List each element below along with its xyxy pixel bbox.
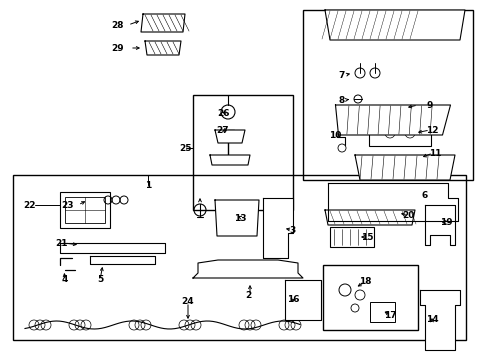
Text: 12: 12	[425, 126, 437, 135]
Bar	[13, 175, 465, 340]
Text: 1: 1	[144, 180, 151, 189]
Text: 23: 23	[61, 201, 74, 210]
Text: 13: 13	[233, 213, 246, 222]
Polygon shape	[325, 10, 464, 40]
Polygon shape	[215, 130, 244, 143]
Text: 6: 6	[421, 190, 427, 199]
Text: 2: 2	[244, 291, 251, 300]
Bar	[329, 227, 373, 247]
Text: 4: 4	[61, 275, 68, 284]
Polygon shape	[285, 280, 320, 320]
Polygon shape	[209, 155, 249, 165]
Polygon shape	[90, 256, 155, 264]
Text: 20: 20	[401, 211, 413, 220]
Text: 24: 24	[182, 297, 194, 306]
Text: 5: 5	[97, 275, 103, 284]
Polygon shape	[424, 205, 454, 245]
Bar	[368, 120, 430, 146]
Text: 11: 11	[428, 149, 440, 158]
Polygon shape	[263, 198, 292, 258]
Polygon shape	[215, 200, 259, 236]
Text: 7: 7	[338, 71, 345, 80]
Text: 9: 9	[426, 100, 432, 109]
Polygon shape	[419, 290, 459, 350]
Polygon shape	[145, 41, 181, 55]
Text: 26: 26	[216, 108, 229, 117]
Text: 16: 16	[286, 296, 299, 305]
Text: 10: 10	[328, 131, 341, 140]
Text: 19: 19	[439, 217, 451, 226]
Text: 29: 29	[111, 44, 124, 53]
Text: 27: 27	[216, 126, 229, 135]
Polygon shape	[325, 210, 414, 225]
Polygon shape	[60, 243, 164, 253]
Bar	[65, 197, 105, 223]
Text: 8: 8	[338, 95, 345, 104]
Text: 3: 3	[288, 225, 295, 234]
Text: 25: 25	[179, 144, 191, 153]
Text: 15: 15	[360, 233, 372, 242]
Text: 17: 17	[383, 310, 395, 320]
Text: 18: 18	[358, 278, 370, 287]
Bar	[337, 201, 357, 211]
Text: 22: 22	[24, 201, 36, 210]
Polygon shape	[141, 14, 184, 32]
Polygon shape	[193, 260, 303, 278]
Polygon shape	[327, 183, 457, 221]
Bar	[193, 95, 292, 210]
Text: 28: 28	[112, 21, 124, 30]
Text: 14: 14	[425, 315, 437, 324]
Bar	[369, 302, 394, 322]
Bar	[323, 265, 417, 330]
Polygon shape	[354, 155, 454, 180]
Text: 21: 21	[56, 239, 68, 248]
Polygon shape	[335, 105, 449, 135]
Bar	[303, 10, 472, 180]
Bar	[60, 192, 110, 228]
